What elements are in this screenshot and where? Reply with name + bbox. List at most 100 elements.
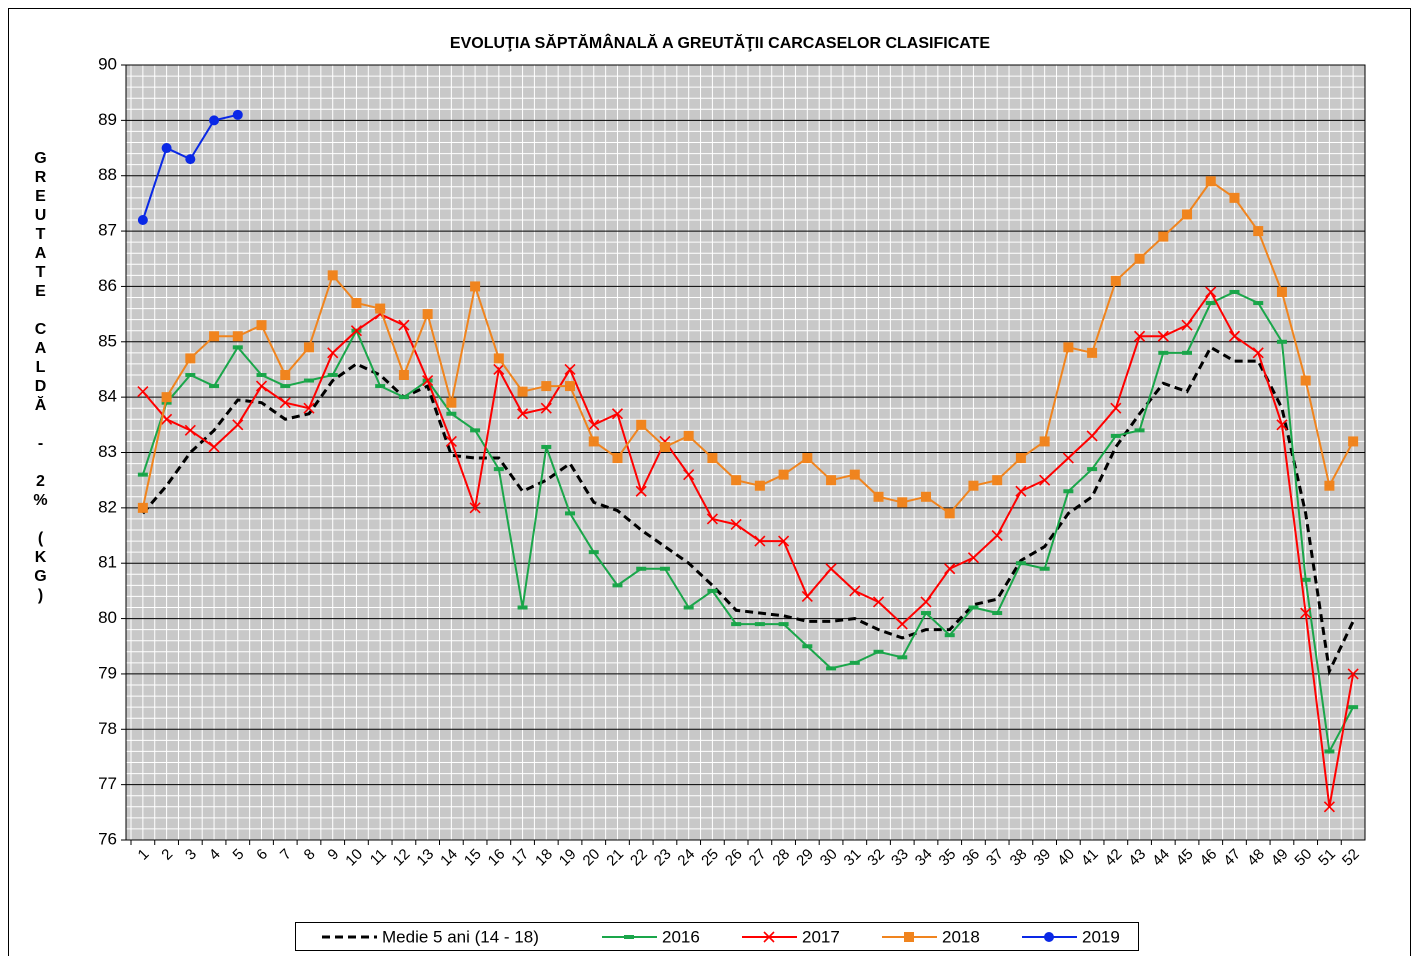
- point: [1229, 192, 1240, 203]
- marker-cross: [1015, 485, 1027, 497]
- point: [731, 475, 742, 486]
- point: [1300, 577, 1311, 582]
- marker-cross: [967, 552, 980, 564]
- point: [873, 491, 884, 502]
- point: [588, 419, 600, 431]
- point: [209, 331, 220, 342]
- point: [778, 622, 789, 627]
- point: [1276, 419, 1288, 431]
- point: [184, 424, 196, 436]
- x-tick-label: 2: [158, 846, 176, 864]
- point: [256, 320, 267, 331]
- point: [1276, 286, 1287, 297]
- point: [470, 281, 481, 292]
- point: [517, 605, 528, 610]
- point: [493, 363, 505, 376]
- y-tick-label: 89: [98, 110, 117, 129]
- point: [1276, 339, 1287, 344]
- x-tick-label: 46: [1197, 846, 1221, 870]
- point: [636, 419, 647, 430]
- marker-cross: [1133, 330, 1146, 342]
- marker-cross: [763, 931, 775, 943]
- point: [967, 552, 980, 564]
- x-tick-label: 3: [182, 846, 200, 864]
- point: [541, 444, 552, 449]
- x-tick-label: 35: [936, 846, 960, 870]
- point: [303, 402, 315, 414]
- y-tick-label: 84: [98, 387, 117, 406]
- marker-cross: [1276, 419, 1288, 431]
- point: [801, 590, 813, 602]
- x-tick-label: 41: [1078, 846, 1102, 870]
- x-tick-label: 44: [1149, 846, 1173, 870]
- point: [1252, 347, 1264, 359]
- point: [351, 298, 362, 309]
- point: [1181, 319, 1193, 331]
- point: [1134, 428, 1145, 433]
- point: [232, 345, 243, 350]
- point: [280, 370, 291, 380]
- marker-cross: [516, 408, 529, 420]
- x-tick-label: 9: [324, 846, 342, 864]
- point: [968, 480, 979, 491]
- x-tick-label: 36: [959, 846, 983, 870]
- marker-cross: [564, 363, 576, 376]
- point: [161, 400, 172, 405]
- legend-marker: [904, 932, 914, 942]
- legend-marker: [1044, 932, 1054, 942]
- legend: Medie 5 ani (14 - 18) 2016 2017 2018 2019: [295, 922, 1139, 951]
- point: [1228, 330, 1241, 342]
- x-tick-label: 43: [1125, 846, 1149, 870]
- marker-cross: [232, 419, 244, 431]
- point: [1063, 489, 1074, 494]
- marker-cross: [540, 402, 552, 414]
- marker-cross: [1347, 668, 1359, 680]
- point: [897, 655, 908, 660]
- point: [1087, 347, 1098, 358]
- point: [683, 605, 694, 610]
- x-tick-label: 49: [1268, 846, 1292, 870]
- point: [873, 649, 884, 654]
- point: [303, 342, 314, 353]
- series-line: [141, 345, 1355, 677]
- point: [375, 303, 386, 314]
- legend-box: [295, 922, 1139, 951]
- point: [469, 502, 481, 514]
- point: [1086, 430, 1098, 442]
- x-tick-label: 47: [1220, 846, 1244, 870]
- x-tick-label: 14: [437, 846, 461, 870]
- marker-cross: [1181, 319, 1193, 331]
- point: [849, 660, 860, 665]
- point: [516, 408, 529, 420]
- legend-marker: [624, 935, 634, 939]
- marker-cross: [279, 397, 291, 409]
- x-tick-label: 40: [1054, 846, 1078, 870]
- marker-cross: [1039, 474, 1051, 486]
- point: [920, 611, 931, 616]
- legend-label: 2018: [942, 927, 980, 946]
- marker-cross: [872, 596, 885, 608]
- point: [327, 347, 339, 359]
- legend-marker: [763, 931, 775, 943]
- x-tick-label: 6: [253, 846, 271, 864]
- x-tick-label: 10: [342, 846, 366, 870]
- point: [1015, 561, 1026, 566]
- series-line: [141, 290, 1355, 755]
- point: [778, 469, 789, 480]
- point: [422, 309, 433, 320]
- marker-cross: [350, 325, 363, 337]
- x-tick-label: 22: [627, 846, 651, 870]
- point: [707, 453, 718, 464]
- point: [1348, 705, 1359, 710]
- marker-cross: [137, 386, 149, 398]
- point: [446, 397, 457, 408]
- point: [541, 381, 552, 392]
- marker-cross: [327, 347, 339, 359]
- point: [1039, 474, 1051, 486]
- point: [778, 535, 790, 547]
- point: [517, 386, 528, 397]
- x-tick-label: 24: [674, 846, 698, 870]
- point: [1347, 668, 1359, 680]
- marker-cross: [611, 408, 624, 420]
